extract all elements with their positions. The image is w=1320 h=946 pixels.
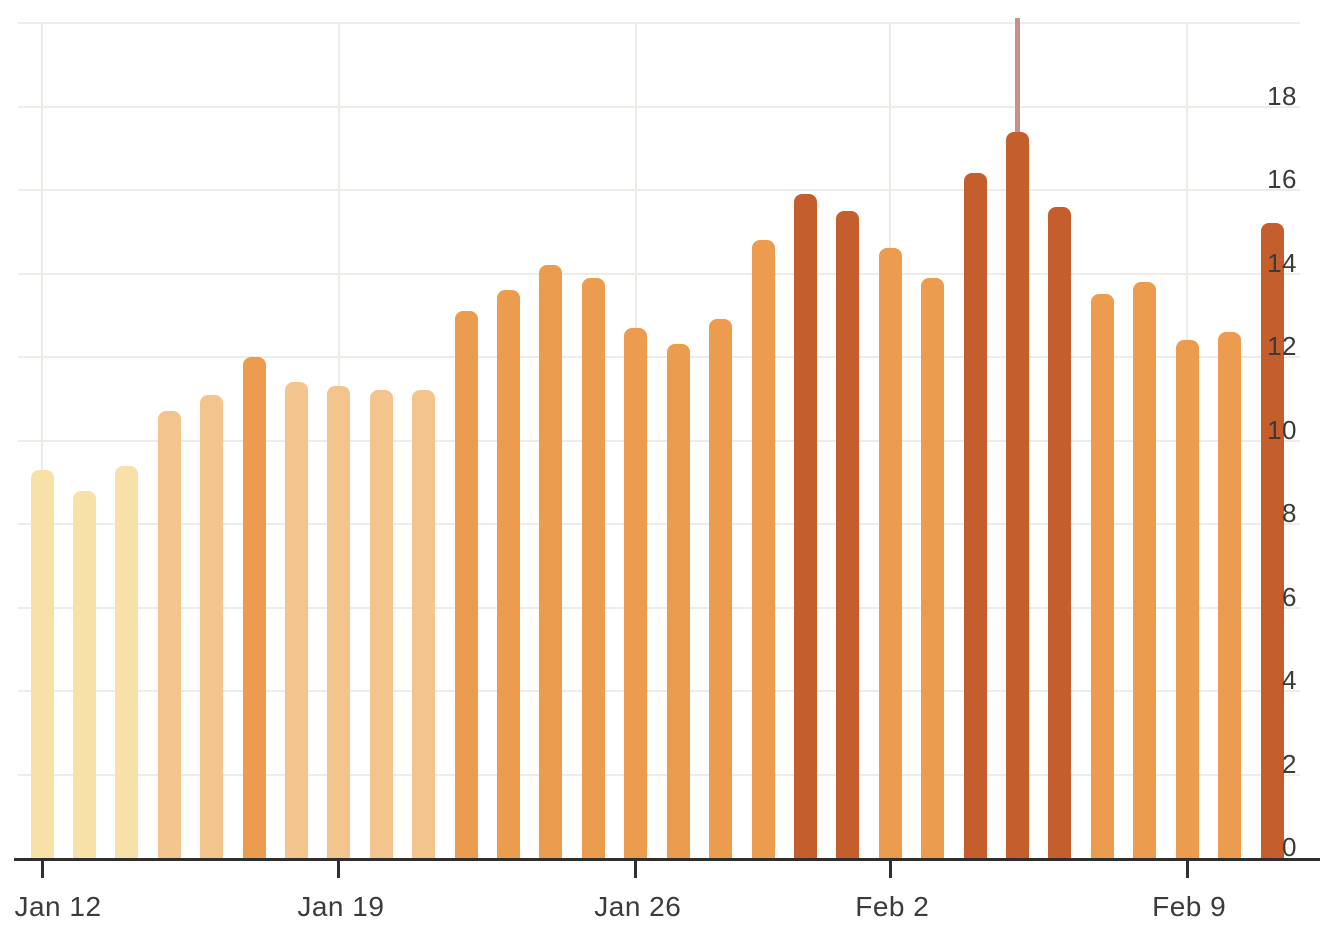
h-gridline bbox=[18, 439, 1300, 442]
bar[interactable] bbox=[1175, 340, 1199, 860]
x-axis-label: Feb 2 bbox=[855, 891, 930, 922]
bar[interactable] bbox=[1048, 206, 1072, 860]
h-gridline bbox=[18, 773, 1300, 776]
bar[interactable] bbox=[1218, 331, 1242, 860]
bar[interactable] bbox=[1133, 281, 1157, 860]
bar[interactable] bbox=[30, 469, 54, 860]
bar[interactable] bbox=[1090, 294, 1114, 860]
h-gridline bbox=[18, 105, 1300, 108]
bar[interactable] bbox=[666, 344, 690, 860]
x-axis-tick bbox=[40, 860, 44, 878]
y-axis-label: 2 bbox=[1282, 748, 1297, 779]
h-gridline bbox=[18, 22, 1300, 24]
bar[interactable] bbox=[412, 390, 436, 860]
h-gridline bbox=[18, 356, 1300, 358]
bar[interactable] bbox=[878, 248, 902, 860]
x-axis-label: Jan 12 bbox=[14, 891, 102, 922]
bar[interactable] bbox=[454, 311, 478, 860]
h-gridline bbox=[18, 272, 1300, 275]
bar[interactable] bbox=[751, 240, 775, 860]
x-axis-tick bbox=[337, 860, 341, 878]
x-axis-label: Feb 9 bbox=[1152, 891, 1227, 922]
bar[interactable] bbox=[284, 382, 308, 860]
h-gridline bbox=[18, 690, 1300, 692]
marker-line bbox=[1015, 18, 1021, 140]
y-axis-label: 8 bbox=[1282, 498, 1297, 528]
x-axis-line bbox=[14, 857, 1320, 861]
y-axis-label: 18 bbox=[1267, 80, 1297, 111]
bar[interactable] bbox=[709, 319, 733, 860]
bar[interactable] bbox=[963, 173, 987, 860]
y-axis-label: 16 bbox=[1267, 164, 1297, 194]
bar[interactable] bbox=[921, 277, 945, 860]
y-axis-label: 12 bbox=[1267, 331, 1297, 361]
x-axis-tick bbox=[634, 860, 638, 878]
bar[interactable] bbox=[539, 265, 563, 860]
bar[interactable] bbox=[1260, 223, 1284, 860]
h-gridline bbox=[18, 523, 1300, 525]
v-gridline bbox=[41, 23, 43, 858]
bar[interactable] bbox=[72, 490, 96, 860]
bar[interactable] bbox=[793, 194, 817, 860]
bar[interactable] bbox=[369, 390, 393, 860]
bar[interactable] bbox=[1006, 131, 1030, 860]
y-axis-label: 10 bbox=[1267, 414, 1297, 445]
h-gridline bbox=[18, 606, 1300, 609]
x-axis-tick bbox=[888, 860, 892, 878]
y-axis-label: 14 bbox=[1267, 247, 1297, 278]
y-axis-label: 6 bbox=[1282, 581, 1297, 612]
bar[interactable] bbox=[200, 394, 224, 860]
x-axis-label: Jan 19 bbox=[297, 891, 385, 922]
bar[interactable] bbox=[242, 357, 266, 860]
bar[interactable] bbox=[157, 411, 181, 860]
h-gridline bbox=[18, 189, 1300, 191]
bar[interactable] bbox=[624, 327, 648, 860]
bar[interactable] bbox=[836, 210, 860, 860]
y-axis-label: 0 bbox=[1282, 832, 1297, 862]
bar[interactable] bbox=[327, 386, 351, 860]
bar[interactable] bbox=[497, 290, 521, 860]
y-axis-label: 4 bbox=[1282, 665, 1297, 695]
x-axis-label: Jan 26 bbox=[594, 891, 682, 922]
x-axis-tick bbox=[1185, 860, 1189, 878]
bar[interactable] bbox=[115, 465, 139, 860]
bar[interactable] bbox=[581, 277, 605, 860]
